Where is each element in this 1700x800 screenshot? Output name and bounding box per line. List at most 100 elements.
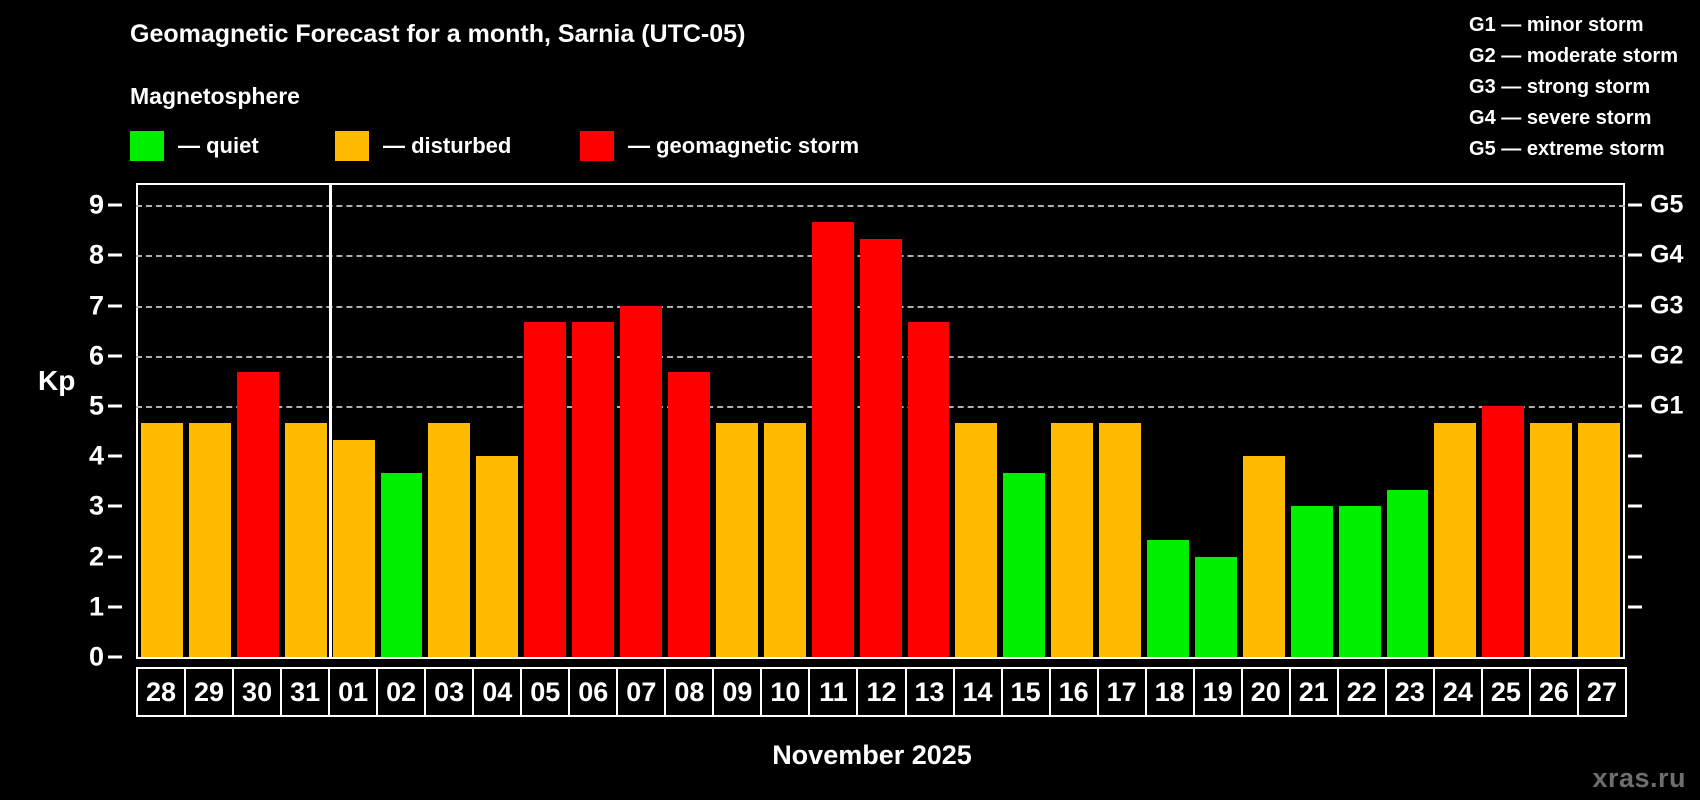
y-tick-9: 9 <box>88 189 104 220</box>
bar-slot <box>186 185 234 657</box>
x-axis-day-26: 26 <box>1528 667 1579 717</box>
x-axis-day-23: 23 <box>1384 667 1435 717</box>
x-axis-day-label: 23 <box>1394 676 1425 707</box>
x-axis-day-28: 28 <box>136 667 187 717</box>
x-axis-day-label: 22 <box>1346 676 1377 707</box>
bar-slot <box>1144 185 1192 657</box>
x-axis-day-21: 21 <box>1288 667 1339 717</box>
y-tickmark-2 <box>108 555 122 559</box>
x-axis-day-04: 04 <box>472 667 523 717</box>
g-axis-tickmark-G2 <box>1628 354 1642 358</box>
bar-day-08 <box>667 372 710 657</box>
plot-area <box>136 183 1625 659</box>
month-label: November 2025 <box>772 740 972 770</box>
x-axis-day-25: 25 <box>1480 667 1531 717</box>
bar-day-25 <box>1482 405 1525 657</box>
x-axis-day-label: 18 <box>1154 676 1185 707</box>
y-tick-0: 0 <box>88 641 104 672</box>
x-axis-day-labels: 28 29 30 31 01 02 03 04 05 06 07 08 09 10 11 12 13 14 15 16… <box>136 667 1627 717</box>
x-axis-day-31: 31 <box>280 667 331 717</box>
x-axis-day-label: 25 <box>1490 676 1521 707</box>
y-tick-5: 5 <box>88 390 104 421</box>
x-axis-day-05: 05 <box>520 667 571 717</box>
x-axis-day-14: 14 <box>952 667 1003 717</box>
x-axis-day-07: 07 <box>616 667 667 717</box>
bar-slot <box>713 185 761 657</box>
x-axis-day-09: 09 <box>712 667 763 717</box>
bar-slot <box>1240 185 1288 657</box>
x-axis-day-label: 12 <box>866 676 897 707</box>
g-scale-row-5: G5 — extreme storm <box>1469 138 1665 160</box>
g-axis-minor-tickmark-4 <box>1628 454 1642 458</box>
watermark: xras.ru <box>1592 763 1686 793</box>
bar-slot <box>1288 185 1336 657</box>
x-axis-day-label: 09 <box>722 676 753 707</box>
x-axis-day-label: 19 <box>1202 676 1233 707</box>
x-axis-day-08: 08 <box>664 667 715 717</box>
g-axis-tickmark-G4 <box>1628 253 1642 257</box>
g-axis-minor-tickmark-1 <box>1628 605 1642 609</box>
legend-quiet: — quiet <box>130 131 259 161</box>
y-tick-6: 6 <box>88 340 104 371</box>
bar-slot <box>617 185 665 657</box>
g-scale-legend: G1 — minor storm G2 — moderate storm G3 — … <box>1469 10 1678 165</box>
g-axis-tickmark-G3 <box>1628 304 1642 307</box>
bar-slot <box>809 185 857 657</box>
x-axis-day-17: 17 <box>1096 667 1147 717</box>
y-tickmark-9 <box>108 203 122 207</box>
x-axis-day-label: 20 <box>1250 676 1281 707</box>
x-axis-day-19: 19 <box>1192 667 1243 717</box>
x-axis-day-label: 30 <box>242 676 273 707</box>
bar-slot <box>1096 185 1144 657</box>
bar-slot <box>1192 185 1240 657</box>
x-axis-day-label: 27 <box>1586 676 1617 707</box>
x-axis-day-label: 07 <box>626 676 657 707</box>
x-axis-day-29: 29 <box>184 667 235 717</box>
bar-slot <box>905 185 953 657</box>
bar-slot <box>330 185 378 657</box>
x-axis-day-label: 29 <box>194 676 225 707</box>
x-axis-day-11: 11 <box>808 667 859 717</box>
g-scale-row-4: G4 — severe storm <box>1469 107 1652 129</box>
bar-day-20 <box>1242 456 1285 657</box>
g-scale-row-1: G1 — minor storm <box>1469 14 1644 36</box>
y-tick-3: 3 <box>88 490 104 521</box>
bar-day-14 <box>955 422 998 657</box>
g-axis-minor-tickmark-3 <box>1628 504 1642 508</box>
x-axis-day-24: 24 <box>1432 667 1483 717</box>
bar-series <box>138 185 1623 657</box>
x-axis-day-16: 16 <box>1048 667 1099 717</box>
legend-storm-label: — geomagnetic storm <box>628 133 860 158</box>
bar-slot <box>473 185 521 657</box>
bar-day-23 <box>1386 489 1429 657</box>
y-axis-label: Kp <box>38 365 76 396</box>
chart-subtitle: Magnetosphere <box>130 83 300 109</box>
y-tick-7: 7 <box>88 290 104 320</box>
x-axis-day-label: 17 <box>1106 676 1137 707</box>
x-axis-day-02: 02 <box>376 667 427 717</box>
g-axis-tickmark-G1 <box>1628 404 1642 408</box>
x-axis-day-15: 15 <box>1000 667 1051 717</box>
bar-slot <box>1000 185 1048 657</box>
x-axis-day-label: 16 <box>1058 676 1089 707</box>
x-axis-day-27: 27 <box>1576 667 1627 717</box>
x-axis-caption: November 2025 <box>0 740 1700 771</box>
bar-slot <box>1048 185 1096 657</box>
x-axis-day-label: 08 <box>674 676 705 707</box>
gridline-kp-9 <box>136 205 1625 208</box>
g-axis-tick-G5: G5 <box>1650 190 1684 219</box>
bar-slot <box>282 185 330 657</box>
legend-disturbed-swatch-icon <box>335 131 369 161</box>
bar-day-16 <box>1051 422 1094 657</box>
bar-day-30 <box>236 372 279 657</box>
bar-day-06 <box>572 322 615 657</box>
bar-day-03 <box>428 422 471 657</box>
x-axis-day-10: 10 <box>760 667 811 717</box>
x-axis-day-label: 10 <box>770 676 801 707</box>
bar-day-04 <box>476 456 519 657</box>
g-scale-row-2: G2 — moderate storm <box>1469 45 1678 67</box>
bar-day-26 <box>1530 422 1573 657</box>
g-axis-tick-G3: G3 <box>1650 291 1684 319</box>
x-axis-day-06: 06 <box>568 667 619 717</box>
